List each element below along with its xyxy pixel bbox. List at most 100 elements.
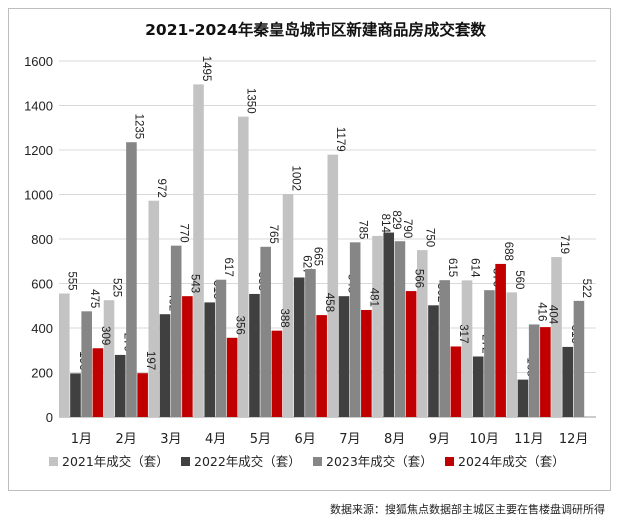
data-label: 356 — [233, 316, 245, 335]
data-label: 617 — [222, 258, 234, 277]
bar — [405, 291, 417, 417]
y-tick-label: 1200 — [24, 143, 53, 158]
data-label: 790 — [401, 219, 413, 238]
bar — [450, 346, 462, 417]
data-label: 814 — [379, 214, 391, 234]
data-label: 458 — [323, 293, 335, 312]
bar — [551, 257, 562, 417]
legend-label: 2024年成交（套） — [458, 454, 565, 469]
bar — [70, 373, 81, 417]
legend-label: 2021年成交（套） — [62, 454, 169, 469]
bar — [193, 84, 204, 418]
bar — [372, 235, 383, 417]
bar — [137, 373, 148, 417]
bar — [204, 302, 216, 417]
bar — [562, 346, 574, 417]
x-tick-label: 2月 — [115, 432, 136, 447]
bar — [305, 269, 316, 417]
bar — [528, 324, 540, 417]
x-tick-label: 7月 — [339, 432, 360, 447]
data-label: 475 — [88, 289, 100, 308]
bar — [103, 300, 115, 417]
chart: 2021-2024年秦皇岛城市区新建商品房成交套数 0 200 400 600 800 10… — [24, 20, 596, 469]
data-label: 317 — [457, 324, 469, 343]
legend-label: 2022年成交（套） — [194, 454, 301, 469]
data-label: 1235 — [133, 114, 145, 140]
legend-swatch — [445, 457, 454, 466]
data-label: 404 — [547, 305, 559, 325]
x-tick-label: 12月 — [559, 432, 589, 447]
data-label: 525 — [110, 278, 122, 297]
bar — [182, 296, 193, 417]
data-label: 688 — [502, 242, 514, 261]
legend-label: 2023年成交（套） — [326, 454, 433, 469]
x-tick-label: 11月 — [514, 432, 544, 447]
x-tick-label: 9月 — [429, 432, 450, 447]
data-label: 770 — [177, 223, 189, 242]
bar — [226, 337, 238, 417]
data-label: 560 — [513, 270, 525, 289]
bar — [573, 300, 585, 417]
y-tick-label: 0 — [46, 410, 53, 425]
bar — [159, 314, 171, 417]
data-label: 750 — [424, 228, 436, 247]
bar — [282, 194, 294, 417]
bar — [428, 305, 439, 417]
data-label: 522 — [580, 279, 592, 298]
data-label: 615 — [446, 258, 458, 277]
x-tick-label: 5月 — [250, 432, 271, 447]
y-tick-label: 1600 — [24, 54, 53, 69]
data-label: 481 — [368, 288, 380, 307]
x-tick-label: 1月 — [71, 432, 92, 447]
x-tick-label: 8月 — [384, 432, 405, 447]
chart-frame: 2021-2024年秦皇岛城市区新建商品房成交套数 0 200 400 600 800 10… — [8, 8, 611, 491]
data-label: 1179 — [334, 127, 346, 152]
bar — [126, 142, 137, 417]
data-label: 309 — [99, 326, 111, 345]
chart-title: 2021-2024年秦皇岛城市区新建商品房成交套数 — [145, 20, 486, 39]
data-label: 566 — [412, 269, 424, 288]
bar — [472, 356, 484, 417]
bar — [361, 309, 372, 417]
x-tick-label: 6月 — [294, 432, 315, 447]
data-label: 614 — [468, 258, 480, 278]
y-tick-label: 400 — [31, 321, 53, 336]
y-tick-label: 1000 — [24, 188, 53, 203]
y-tick-label: 1400 — [24, 99, 53, 114]
bar — [517, 379, 529, 417]
source-note: 数据来源：搜狐焦点数据部主城区主要在售楼盘调研所得 — [330, 503, 605, 516]
legend-swatch — [181, 457, 190, 466]
bar — [484, 290, 495, 417]
bar — [540, 327, 551, 417]
bar — [416, 250, 428, 417]
bar — [114, 354, 126, 417]
bar — [81, 311, 92, 417]
data-label: 1495 — [200, 56, 212, 82]
data-label: 543 — [189, 274, 201, 293]
bar — [260, 246, 271, 417]
bar — [327, 154, 339, 418]
bar — [383, 232, 395, 417]
y-tick-label: 600 — [31, 277, 53, 292]
data-label: 416 — [535, 302, 547, 321]
data-label: 197 — [144, 351, 156, 370]
bar — [461, 280, 473, 417]
bar — [495, 263, 506, 417]
bar — [271, 330, 283, 417]
bar — [506, 292, 518, 417]
x-tick-label: 3月 — [160, 432, 181, 447]
data-label: 1002 — [289, 165, 301, 191]
y-tick-label: 200 — [31, 366, 53, 381]
bar — [338, 296, 350, 417]
bar — [394, 241, 406, 417]
bar — [92, 348, 104, 417]
data-label: 719 — [558, 235, 570, 254]
bar — [170, 245, 182, 417]
data-label: 785 — [356, 220, 368, 239]
x-tick-label: 4月 — [205, 432, 226, 447]
bar — [293, 277, 305, 417]
data-label: 972 — [155, 179, 167, 198]
bar — [249, 293, 260, 417]
bar — [316, 315, 327, 417]
legend-swatch — [49, 457, 58, 466]
